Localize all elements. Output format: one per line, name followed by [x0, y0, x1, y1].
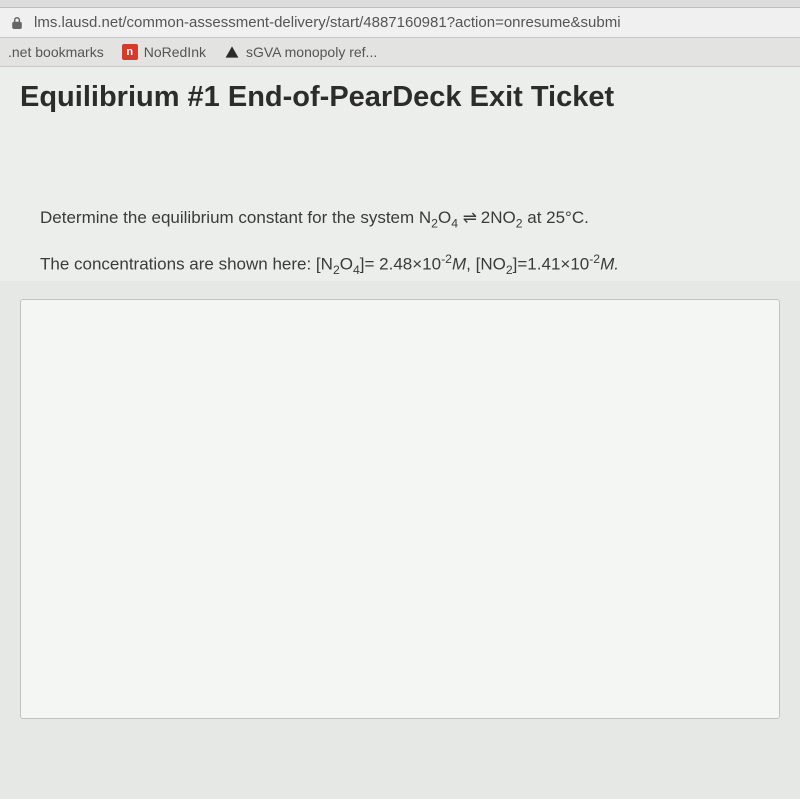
sub-2d: 2	[506, 263, 513, 277]
q2-seg-e: ]=1.41×10	[513, 255, 590, 274]
q2-seg-d: , [NO	[466, 255, 506, 274]
triangle-icon	[224, 44, 240, 60]
q1-seg-b: O	[438, 208, 451, 227]
bookmark-net-label: .net bookmarks	[8, 44, 104, 60]
page-title: Equilibrium #1 End-of-PearDeck Exit Tick…	[20, 81, 780, 114]
bookmark-sgva[interactable]: sGVA monopoly ref...	[224, 44, 377, 60]
question-line-1: Determine the equilibrium constant for t…	[40, 204, 760, 234]
bookmark-noredink[interactable]: n NoRedInk	[122, 44, 206, 60]
bookmark-sgva-label: sGVA monopoly ref...	[246, 44, 377, 60]
unit-m-1: M	[452, 255, 466, 274]
sub-4b: 4	[353, 263, 360, 277]
question-line-2: The concentrations are shown here: [N2O4…	[40, 250, 760, 281]
equilibrium-arrow-icon: ⇌	[463, 208, 476, 227]
bookmarks-bar: .net bookmarks n NoRedInk sGVA monopoly …	[0, 38, 800, 67]
unit-m-2: M.	[600, 255, 619, 274]
sup-neg2b: -2	[589, 252, 600, 266]
tab-strip-slice	[0, 0, 800, 8]
noredink-icon: n	[122, 44, 138, 60]
q1-seg-d: at 25°C.	[523, 208, 589, 227]
unit-m-1-text: M	[452, 255, 466, 274]
q2-seg-c: ]= 2.48×10	[360, 255, 441, 274]
answer-input-area[interactable]	[20, 299, 780, 719]
page-content: Equilibrium #1 End-of-PearDeck Exit Tick…	[0, 67, 800, 281]
sub-4: 4	[451, 216, 458, 230]
sup-neg2a: -2	[441, 252, 452, 266]
q1-seg-c: 2NO	[476, 208, 516, 227]
question-block: Determine the equilibrium constant for t…	[20, 204, 780, 281]
sub-2b: 2	[516, 216, 523, 230]
q1-seg-a: Determine the equilibrium constant for t…	[40, 208, 431, 227]
q2-seg-a: The concentrations are shown here: [N	[40, 255, 333, 274]
unit-m-2-text: M.	[600, 255, 619, 274]
bookmark-noredink-label: NoRedInk	[144, 44, 206, 60]
bookmark-net[interactable]: .net bookmarks	[8, 44, 104, 60]
sub-2c: 2	[333, 263, 340, 277]
q2-seg-b: O	[340, 255, 353, 274]
url-text[interactable]: lms.lausd.net/common-assessment-delivery…	[34, 14, 621, 31]
lock-icon	[10, 16, 24, 30]
address-bar[interactable]: lms.lausd.net/common-assessment-delivery…	[0, 8, 800, 38]
sub-2: 2	[431, 216, 438, 230]
